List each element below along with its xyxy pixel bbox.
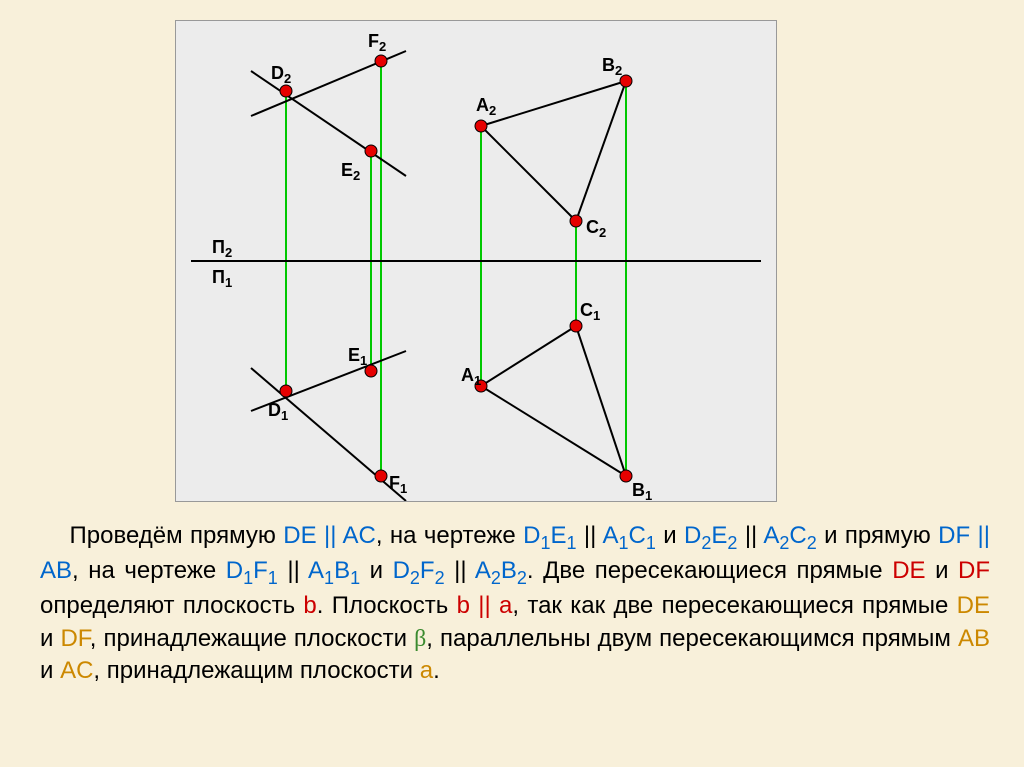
text-run: и bbox=[360, 557, 392, 584]
text-run: и bbox=[40, 657, 60, 684]
text-run: 2 bbox=[807, 522, 817, 549]
text-run: 1 bbox=[243, 557, 253, 584]
text-run: F bbox=[253, 557, 268, 584]
construction-line bbox=[251, 71, 406, 176]
point-label-B1: B1 bbox=[632, 480, 652, 501]
point-C2 bbox=[570, 215, 582, 227]
text-run: E bbox=[711, 522, 727, 549]
construction-line bbox=[576, 326, 626, 476]
text-run: DE bbox=[957, 592, 990, 619]
point-label-C1: C1 bbox=[580, 300, 600, 323]
point-label-E1: E1 bbox=[348, 345, 367, 368]
text-run: C bbox=[629, 522, 646, 549]
text-run: , параллельны двум пересекающимся прямым bbox=[426, 625, 958, 652]
text-run: 2 bbox=[410, 557, 420, 584]
text-run: , на чертеже bbox=[376, 522, 523, 549]
axis-label-П1: П1 bbox=[212, 267, 232, 290]
construction-line bbox=[481, 81, 626, 126]
point-label-E2: E2 bbox=[341, 160, 360, 183]
point-D1 bbox=[280, 385, 292, 397]
point-F1 bbox=[375, 470, 387, 482]
text-run: 1 bbox=[350, 557, 360, 584]
point-label-A1: A1 bbox=[461, 365, 481, 388]
text-run: , так как две пересе­кающиеся прямые bbox=[512, 592, 956, 619]
construction-line bbox=[481, 386, 626, 476]
text-run: 1 bbox=[541, 522, 551, 549]
text-run: DF bbox=[958, 557, 990, 584]
text-run: 2 bbox=[491, 557, 501, 584]
text-run: Проведём прямую bbox=[40, 522, 283, 549]
text-run: 2 bbox=[517, 557, 527, 584]
text-run: A bbox=[475, 557, 491, 584]
text-run: 1 bbox=[268, 557, 278, 584]
explanation-text: Проведём прямую DE || AC, на чертеже D1E… bbox=[40, 520, 990, 687]
text-run: AB bbox=[958, 625, 990, 652]
diagram-container: D2 F2 E2 A2 B2 C2 D1 E1 F1 A1 C1 B1 П2 П1 bbox=[175, 20, 777, 502]
point-C1 bbox=[570, 320, 582, 332]
text-run: 2 bbox=[779, 522, 789, 549]
text-run: D bbox=[684, 522, 701, 549]
text-run: || bbox=[737, 522, 763, 549]
point-label-F2: F2 bbox=[368, 31, 386, 54]
text-run: a bbox=[420, 657, 433, 684]
text-run: D bbox=[226, 557, 243, 584]
construction-line bbox=[481, 126, 576, 221]
text-run: 1 bbox=[646, 522, 656, 549]
point-A2 bbox=[475, 120, 487, 132]
text-run: E bbox=[551, 522, 567, 549]
point-label-F1: F1 bbox=[389, 473, 407, 496]
text-run: AC bbox=[60, 657, 93, 684]
text-run: A bbox=[602, 522, 618, 549]
text-run: опре­деляют плоскость bbox=[40, 592, 303, 619]
text-run: и bbox=[656, 522, 684, 549]
text-run: || bbox=[577, 522, 603, 549]
point-label-D2: D2 bbox=[271, 63, 291, 86]
text-run: C bbox=[789, 522, 806, 549]
text-run: DF bbox=[60, 625, 89, 652]
text-run: DE || AC bbox=[283, 522, 376, 549]
point-D2 bbox=[280, 85, 292, 97]
text-run: 1 bbox=[567, 522, 577, 549]
point-label-A2: A2 bbox=[476, 95, 496, 118]
projection-diagram: D2 F2 E2 A2 B2 C2 D1 E1 F1 A1 C1 B1 П2 П1 bbox=[176, 21, 776, 501]
text-run: 1 bbox=[324, 557, 334, 584]
point-B1 bbox=[620, 470, 632, 482]
text-run: b bbox=[303, 592, 316, 619]
point-label-C2: C2 bbox=[586, 217, 606, 240]
construction-line bbox=[481, 326, 576, 386]
text-run: 2 bbox=[701, 522, 711, 549]
text-run: β bbox=[414, 626, 426, 652]
text-run: B bbox=[334, 557, 350, 584]
text-run: . Плоскость bbox=[317, 592, 457, 619]
text-run: , на чертеже bbox=[72, 557, 226, 584]
text-run: и bbox=[40, 625, 60, 652]
point-label-B2: B2 bbox=[602, 55, 622, 78]
text-run: b || a bbox=[457, 592, 513, 619]
text-run: A bbox=[308, 557, 324, 584]
text-run: 1 bbox=[618, 522, 628, 549]
text-run: F bbox=[420, 557, 435, 584]
text-run: и прямую bbox=[817, 522, 938, 549]
axis-label-П2: П2 bbox=[212, 237, 232, 260]
point-F2 bbox=[375, 55, 387, 67]
text-run: 2 bbox=[727, 522, 737, 549]
text-run: || bbox=[278, 557, 308, 584]
text-run: и bbox=[926, 557, 958, 584]
text-run: D bbox=[523, 522, 540, 549]
point-label-D1: D1 bbox=[268, 400, 288, 423]
point-E2 bbox=[365, 145, 377, 157]
construction-line bbox=[576, 81, 626, 221]
text-run: , при­надлежащим плоскости bbox=[93, 657, 419, 684]
text-run: . bbox=[433, 657, 440, 684]
text-run: DE bbox=[892, 557, 925, 584]
text-run: D bbox=[393, 557, 410, 584]
text-run: || bbox=[445, 557, 475, 584]
text-run: B bbox=[501, 557, 517, 584]
text-run: 2 bbox=[435, 557, 445, 584]
text-run: , принадлежащие плоскости bbox=[90, 625, 414, 652]
text-run: . Две пересекающиеся прямые bbox=[527, 557, 892, 584]
text-run: A bbox=[763, 522, 779, 549]
